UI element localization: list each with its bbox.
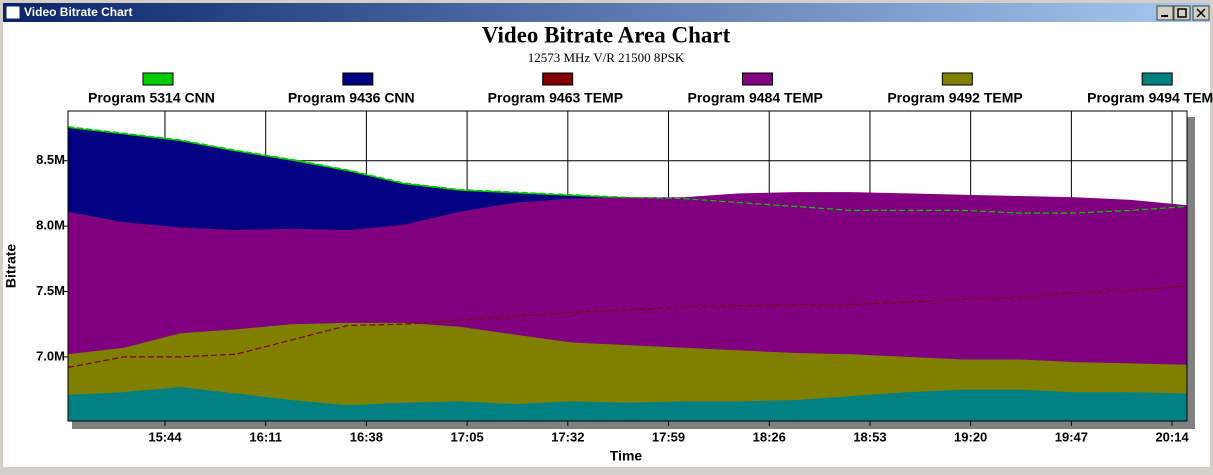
y-tick-label: 8.0M: [36, 218, 65, 233]
legend-swatch: [342, 72, 374, 86]
plot: [67, 111, 1188, 421]
legend-label: Program 9463 TEMP: [488, 90, 623, 106]
close-icon: [1196, 8, 1206, 18]
x-tick-label: 18:26: [753, 429, 786, 444]
window-title: Video Bitrate Chart: [24, 5, 132, 19]
series-edge: [67, 126, 1188, 214]
app-icon: [5, 5, 21, 20]
legend-swatch: [941, 72, 973, 86]
x-tick-label: 16:38: [350, 429, 383, 444]
x-axis-label: Time: [610, 448, 643, 464]
x-tick-label: 15:44: [148, 429, 182, 444]
legend-label: Program 9494 TEMP: [1087, 90, 1213, 106]
chart-subtitle: 12573 MHz V/R 21500 8PSK: [528, 50, 685, 65]
legend-label: Program 9492 TEMP: [887, 90, 1022, 106]
area: [68, 387, 1187, 421]
maximize-icon: [1177, 8, 1187, 18]
legend-label: Program 5314 CNN: [88, 90, 215, 106]
maximize-button[interactable]: [1173, 5, 1191, 21]
legend-label: Program 9484 TEMP: [688, 90, 823, 106]
plot-border: [67, 110, 1188, 422]
legend-swatch: [742, 72, 773, 86]
x-tick-label: 17:32: [551, 429, 584, 444]
y-tick-label: 8.5M: [36, 152, 65, 167]
series-edge: [67, 285, 1188, 368]
legend-swatch: [142, 72, 174, 86]
x-tick-label: 18:53: [853, 429, 886, 444]
legend-swatch: [1141, 72, 1173, 86]
title-bar: [3, 3, 1210, 22]
minimize-button[interactable]: [1156, 5, 1174, 21]
x-tick-label: 17:05: [450, 429, 483, 444]
y-tick-label: 7.0M: [36, 348, 65, 363]
y-axis-label: Bitrate: [3, 244, 19, 289]
y-tick-label: 7.5M: [36, 283, 65, 298]
legend-label: Program 9436 CNN: [288, 90, 415, 106]
legend-swatch: [542, 72, 574, 86]
chart-title: Video Bitrate Area Chart: [482, 22, 731, 47]
x-tick-label: 20:14: [1155, 429, 1189, 444]
x-tick-label: 17:59: [652, 429, 685, 444]
x-tick-label: 16:11: [249, 429, 282, 444]
window-buttons[interactable]: [1156, 5, 1210, 21]
x-tick-label: 19:47: [1055, 429, 1088, 444]
x-tick-label: 19:20: [954, 429, 987, 444]
